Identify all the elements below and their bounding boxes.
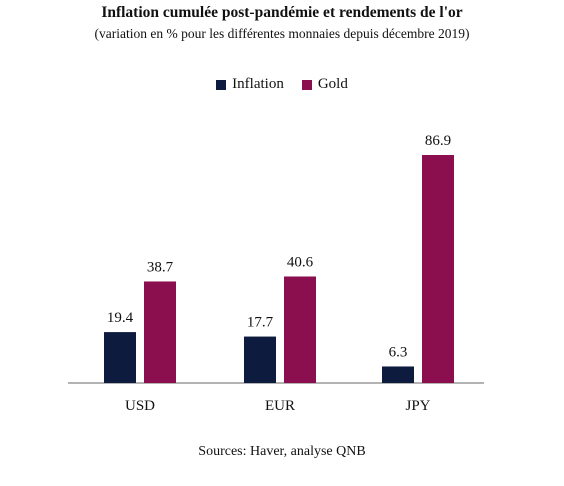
legend-swatch-gold	[301, 79, 312, 90]
data-label-gold-jpy: 86.9	[425, 133, 451, 149]
bar-inflation-jpy	[382, 366, 414, 383]
bar-inflation-eur	[244, 336, 276, 383]
chart-legend: Inflation Gold	[0, 76, 564, 93]
chart-source: Sources: Haver, analyse QNB	[198, 444, 366, 459]
bar-inflation-usd	[104, 332, 136, 383]
chart-title: Inflation cumulée post-pandémie et rende…	[101, 4, 463, 21]
data-label-inflation-jpy: 6.3	[389, 344, 408, 360]
data-label-inflation-eur: 17.7	[247, 315, 274, 331]
data-label-gold-usd: 38.7	[147, 259, 174, 275]
bar-gold-usd	[144, 281, 176, 383]
legend-label-inflation: Inflation	[232, 76, 284, 92]
bar-gold-jpy	[422, 155, 454, 383]
x-tick-label-jpy: JPY	[405, 398, 430, 414]
chart-subtitle: (variation en % pour les différentes mon…	[94, 26, 470, 41]
legend-label-gold: Gold	[317, 76, 348, 92]
legend-swatch-inflation	[216, 79, 227, 90]
bar-gold-eur	[284, 276, 316, 383]
data-label-inflation-usd: 19.4	[107, 310, 134, 326]
legend-item-gold: Gold	[301, 76, 348, 93]
data-label-gold-eur: 40.6	[287, 254, 314, 270]
x-tick-label-usd: USD	[125, 398, 155, 414]
x-tick-label-eur: EUR	[265, 398, 295, 414]
legend-item-inflation: Inflation	[216, 76, 284, 93]
